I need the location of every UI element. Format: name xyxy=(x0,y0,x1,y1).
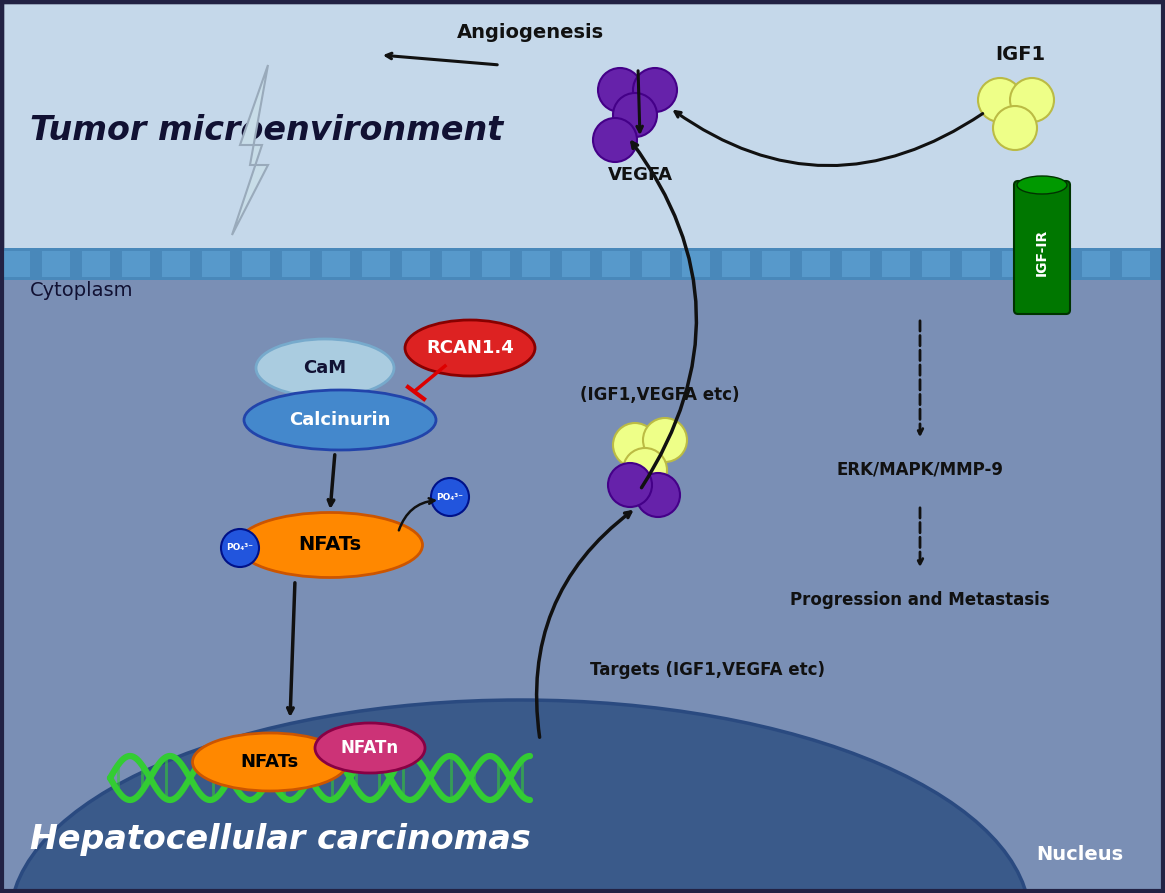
Text: Progression and Metastasis: Progression and Metastasis xyxy=(790,591,1050,609)
Bar xyxy=(402,251,430,277)
Bar xyxy=(922,251,949,277)
FancyBboxPatch shape xyxy=(1014,181,1069,314)
Bar xyxy=(1122,251,1150,277)
Bar xyxy=(122,251,150,277)
Text: Hepatocellular carcinomas: Hepatocellular carcinomas xyxy=(30,823,531,856)
Bar xyxy=(242,251,270,277)
Bar xyxy=(202,251,230,277)
Text: Nucleus: Nucleus xyxy=(1037,846,1123,864)
Bar xyxy=(1042,251,1069,277)
Polygon shape xyxy=(232,65,268,235)
Text: (IGF1,VEGFA etc): (IGF1,VEGFA etc) xyxy=(580,386,740,404)
Bar xyxy=(1082,251,1110,277)
Bar xyxy=(882,251,910,277)
Text: NFATn: NFATn xyxy=(341,739,400,757)
Bar xyxy=(42,251,70,277)
Bar xyxy=(2,251,30,277)
Circle shape xyxy=(633,68,677,112)
Text: Targets (IGF1,VEGFA etc): Targets (IGF1,VEGFA etc) xyxy=(589,661,825,679)
Ellipse shape xyxy=(405,320,535,376)
Bar xyxy=(762,251,790,277)
Bar xyxy=(1162,251,1165,277)
Bar xyxy=(842,251,870,277)
Bar xyxy=(562,251,589,277)
Bar xyxy=(362,251,390,277)
Ellipse shape xyxy=(256,339,394,397)
Bar xyxy=(322,251,350,277)
Circle shape xyxy=(431,478,469,516)
Ellipse shape xyxy=(192,733,347,791)
Text: Angiogenesis: Angiogenesis xyxy=(457,22,603,41)
Circle shape xyxy=(977,78,1022,122)
Text: Cytoplasm: Cytoplasm xyxy=(30,280,134,299)
Text: IGF-IR: IGF-IR xyxy=(1035,229,1048,276)
Text: Calcinurin: Calcinurin xyxy=(289,411,390,429)
Circle shape xyxy=(608,463,652,507)
Bar xyxy=(1002,251,1030,277)
Text: PO₄³⁻: PO₄³⁻ xyxy=(437,493,464,502)
Bar xyxy=(722,251,750,277)
Bar xyxy=(602,251,630,277)
Bar xyxy=(82,251,110,277)
Ellipse shape xyxy=(315,723,425,773)
Circle shape xyxy=(623,448,668,492)
Bar xyxy=(282,251,310,277)
Bar xyxy=(642,251,670,277)
Bar xyxy=(162,251,190,277)
Text: VEGFA: VEGFA xyxy=(607,166,672,184)
Text: NFATs: NFATs xyxy=(298,536,361,555)
Ellipse shape xyxy=(10,700,1030,893)
Bar xyxy=(962,251,990,277)
Bar xyxy=(442,251,469,277)
Bar xyxy=(682,251,709,277)
Ellipse shape xyxy=(1017,176,1067,194)
Ellipse shape xyxy=(238,513,423,578)
Ellipse shape xyxy=(243,390,436,450)
Circle shape xyxy=(613,93,657,137)
Circle shape xyxy=(221,529,259,567)
Text: IGF1: IGF1 xyxy=(995,46,1045,64)
Circle shape xyxy=(636,473,680,517)
Text: PO₄³⁻: PO₄³⁻ xyxy=(226,544,254,553)
Text: CaM: CaM xyxy=(303,359,346,377)
Text: Tumor microenvironment: Tumor microenvironment xyxy=(30,113,503,146)
Circle shape xyxy=(1010,78,1054,122)
Circle shape xyxy=(598,68,642,112)
Circle shape xyxy=(593,118,637,162)
Bar xyxy=(802,251,829,277)
Circle shape xyxy=(613,423,657,467)
Bar xyxy=(2,248,1163,280)
Text: ERK/MAPK/MMP-9: ERK/MAPK/MMP-9 xyxy=(836,461,1003,479)
Bar xyxy=(522,251,550,277)
Bar xyxy=(482,251,510,277)
Bar xyxy=(2,248,1163,891)
Text: RCAN1.4: RCAN1.4 xyxy=(426,339,514,357)
Circle shape xyxy=(643,418,687,462)
Circle shape xyxy=(993,106,1037,150)
Text: NFATs: NFATs xyxy=(241,753,299,771)
